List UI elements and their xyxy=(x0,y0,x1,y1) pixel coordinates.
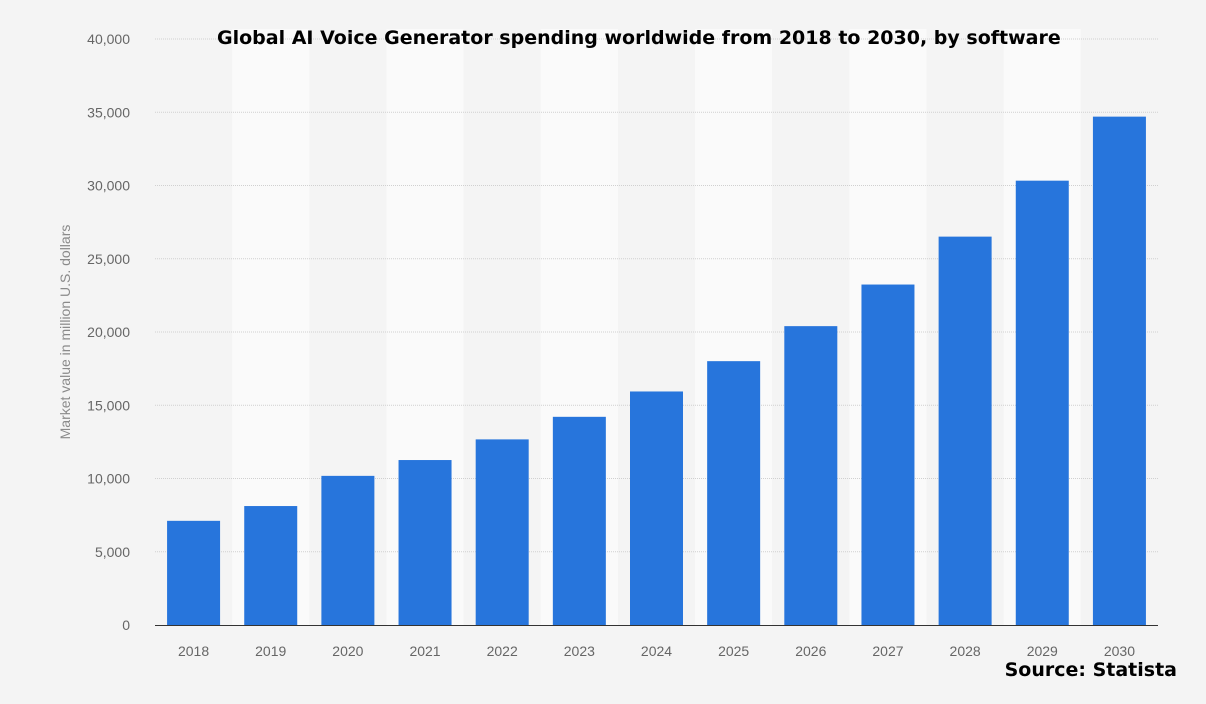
y-tick-label: 40,000 xyxy=(87,31,130,47)
x-tick-label: 2025 xyxy=(718,643,749,659)
y-tick-label: 35,000 xyxy=(87,104,130,120)
x-tick-label: 2020 xyxy=(332,643,363,659)
bar-2018[interactable] xyxy=(167,520,221,625)
x-tick-label: 2019 xyxy=(255,643,286,659)
bar-2025[interactable] xyxy=(707,361,761,625)
x-tick-label: 2022 xyxy=(487,643,518,659)
source-label: Source: Statista xyxy=(1005,659,1177,681)
bar-2028[interactable] xyxy=(938,236,992,626)
bar-2029[interactable] xyxy=(1015,180,1069,625)
bar-2027[interactable] xyxy=(861,284,915,625)
x-tick-label: 2023 xyxy=(564,643,595,659)
y-tick-label: 5,000 xyxy=(95,544,130,560)
bar-2019[interactable] xyxy=(244,506,298,625)
y-tick-label: 10,000 xyxy=(87,471,130,487)
y-tick-label: 20,000 xyxy=(87,324,130,340)
bar-2021[interactable] xyxy=(398,460,452,625)
x-tick-label: 2027 xyxy=(872,643,903,659)
bar-2026[interactable] xyxy=(784,326,838,625)
y-tick-label: 30,000 xyxy=(87,178,130,194)
y-tick-label: 15,000 xyxy=(87,397,130,413)
x-tick-label: 2028 xyxy=(950,643,981,659)
x-tick-label: 2026 xyxy=(795,643,826,659)
x-tick-label: 2024 xyxy=(641,643,672,659)
bar-2024[interactable] xyxy=(630,391,683,625)
x-tick-label: 2029 xyxy=(1027,643,1058,659)
x-tick-label: 2018 xyxy=(178,643,209,659)
chart-title: Global AI Voice Generator spending world… xyxy=(217,27,1061,49)
y-tick-label: 0 xyxy=(122,617,130,633)
x-tick-label: 2030 xyxy=(1104,643,1135,659)
bar-2023[interactable] xyxy=(552,416,606,625)
y-tick-label: 25,000 xyxy=(87,251,130,267)
bar-2030[interactable] xyxy=(1092,116,1146,626)
y-axis-label: Market value in million U.S. dollars xyxy=(57,225,73,440)
bar-2022[interactable] xyxy=(475,439,529,625)
x-tick-label: 2021 xyxy=(409,643,440,659)
bar-2020[interactable] xyxy=(321,475,375,625)
